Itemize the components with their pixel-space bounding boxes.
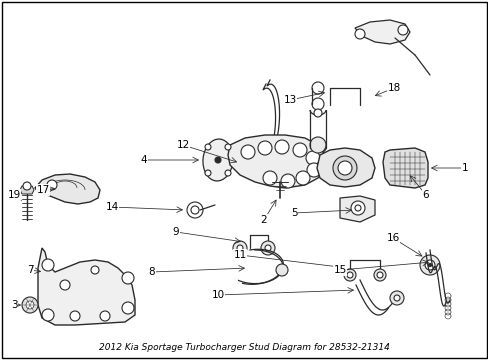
Circle shape [204,144,210,150]
Polygon shape [20,186,34,194]
Circle shape [47,180,57,190]
Polygon shape [38,248,135,325]
Circle shape [264,245,270,251]
Circle shape [354,29,364,39]
Circle shape [263,171,276,185]
Circle shape [70,311,80,321]
Text: 14: 14 [105,202,119,212]
Text: 10: 10 [211,290,224,300]
Ellipse shape [62,275,114,315]
Polygon shape [227,135,325,188]
Polygon shape [354,20,409,44]
Ellipse shape [309,143,325,153]
Text: 7: 7 [27,265,33,275]
Circle shape [215,157,221,163]
Circle shape [100,311,110,321]
Circle shape [224,144,230,150]
Circle shape [42,259,54,271]
Circle shape [389,291,403,305]
Text: 17: 17 [36,185,49,195]
Circle shape [373,269,385,281]
Text: 11: 11 [233,250,246,260]
Circle shape [346,272,352,278]
Circle shape [237,245,243,251]
Polygon shape [382,148,427,188]
Circle shape [281,174,294,188]
Ellipse shape [203,139,233,181]
Text: 12: 12 [176,140,189,150]
Circle shape [309,137,325,153]
Polygon shape [316,148,374,187]
Circle shape [204,170,210,176]
Text: 3: 3 [11,300,17,310]
Circle shape [305,151,319,165]
Circle shape [393,295,399,301]
Circle shape [60,280,70,290]
Circle shape [261,241,274,255]
Circle shape [354,205,360,211]
Circle shape [376,272,382,278]
Circle shape [274,140,288,154]
Circle shape [350,201,364,215]
Text: 8: 8 [148,267,155,277]
Circle shape [292,143,306,157]
Polygon shape [35,174,100,204]
Circle shape [311,82,324,94]
Circle shape [424,260,434,270]
Circle shape [427,263,431,267]
Text: 15: 15 [333,265,346,275]
Circle shape [42,309,54,321]
Text: 6: 6 [422,190,428,200]
Circle shape [23,182,31,190]
Circle shape [22,297,38,313]
Circle shape [232,241,246,255]
Circle shape [241,145,254,159]
Text: 2012 Kia Sportage Turbocharger Stud Diagram for 28532-21314: 2012 Kia Sportage Turbocharger Stud Diag… [99,343,388,352]
Text: 16: 16 [386,233,399,243]
Circle shape [337,161,351,175]
Text: 5: 5 [290,208,297,218]
Text: 1: 1 [461,163,468,173]
Text: 9: 9 [172,227,179,237]
Text: 19: 19 [7,190,20,200]
Circle shape [122,272,134,284]
Circle shape [26,301,34,309]
Circle shape [311,98,324,110]
Circle shape [295,171,309,185]
Text: 18: 18 [386,83,400,93]
Circle shape [258,141,271,155]
Text: 2: 2 [260,215,267,225]
Circle shape [306,163,320,177]
Circle shape [224,170,230,176]
Circle shape [186,202,203,218]
Circle shape [419,255,439,275]
Circle shape [122,302,134,314]
Text: 4: 4 [141,155,147,165]
Circle shape [332,156,356,180]
Circle shape [313,109,321,117]
Circle shape [343,269,355,281]
Circle shape [91,266,99,274]
Polygon shape [339,196,374,222]
Circle shape [397,25,407,35]
Circle shape [191,206,199,214]
Circle shape [275,264,287,276]
Text: 13: 13 [283,95,296,105]
